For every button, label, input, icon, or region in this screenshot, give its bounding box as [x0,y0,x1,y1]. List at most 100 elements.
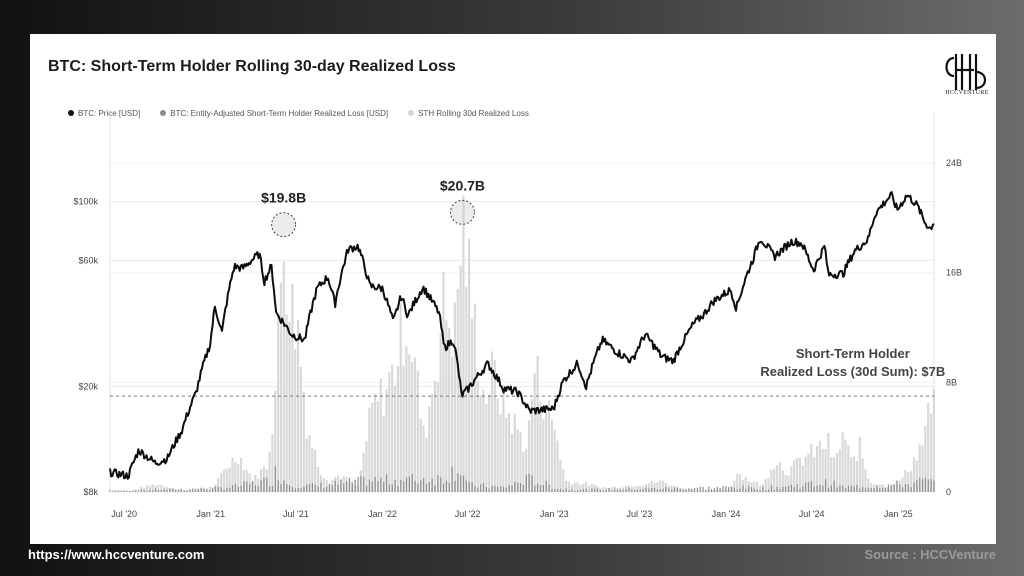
legend-item-price[interactable]: BTC: Price [USD] [68,109,140,118]
entity-loss-bar [129,491,131,492]
sth-loss-bar [530,398,533,492]
entity-loss-bar [269,486,271,492]
entity-loss-bar [226,487,228,492]
entity-loss-bar [405,477,408,492]
sth-loss-bar [602,487,605,492]
sth-loss-bar [841,432,844,492]
entity-loss-bar [602,490,604,492]
entity-loss-bar [214,486,217,492]
entity-loss-bar [346,481,348,492]
sth-loss-bar [436,382,439,492]
sth-loss-bar [382,416,385,492]
sth-loss-bar [564,480,568,492]
sth-loss-bar [302,391,305,492]
sth-loss-bar [396,366,399,492]
entity-loss-bar [343,483,345,492]
sth-loss-bar [593,484,596,492]
x-tick-label: Jul '23 [627,509,653,519]
entity-loss-bar [303,486,305,492]
y-left-tick-label: $60k [78,255,98,265]
entity-loss-bar [750,487,753,492]
sth-loss-bar [277,315,280,492]
entity-loss-bar [579,489,582,492]
entity-loss-bar [596,488,599,492]
entity-loss-bar [582,489,584,492]
sth-loss-bar [242,470,246,492]
entity-loss-bar [902,487,904,492]
sth-loss-bar [804,456,807,492]
entity-loss-bar [445,480,448,492]
entity-loss-bar [200,487,202,492]
price-line [109,191,935,480]
entity-loss-bar [135,490,137,492]
entity-loss-bar [482,483,485,492]
y-left-tick-label: $100k [73,197,98,207]
sth-loss-bar [656,482,659,492]
entity-loss-bar [140,489,142,492]
sth-loss-bar [231,457,234,492]
entity-loss-bar [893,484,895,492]
sth-loss-bar [915,460,918,492]
entity-loss-bar [776,486,778,492]
entity-loss-bar [246,481,248,492]
entity-loss-bar [833,480,835,492]
entity-loss-bar [756,489,758,492]
sth-loss-bar [493,359,496,492]
chart-legend: BTC: Price [USD] BTC: Entity-Adjusted Sh… [68,106,529,120]
entity-loss-bar [277,480,279,492]
entity-loss-bar [451,466,453,492]
sth-loss-bar [145,485,149,492]
entity-loss-bar [853,486,855,492]
sth-loss-bar [470,318,474,492]
entity-loss-bar [232,485,234,492]
entity-loss-bar [203,488,205,492]
entity-loss-bar [391,484,393,492]
legend-item-rolling-loss[interactable]: STH Rolling 30d Realized Loss [408,109,529,118]
sth-loss-bar [547,400,551,492]
entity-loss-bar [867,487,870,492]
entity-loss-bar [568,490,570,492]
sth-loss-bar [416,370,419,492]
entity-loss-bar [280,484,282,492]
entity-loss-bar [491,485,493,492]
sth-loss-bar [756,481,759,492]
axes: $8k $20k $60k $100k 0 8B 16B 24B Jul '20 Jan '21 J… [73,158,962,519]
y-left-tick-label: $20k [78,382,98,392]
entity-loss-bar [616,489,619,492]
entity-loss-bar [331,485,333,492]
sth-loss-bar [513,413,516,492]
entity-loss-bar [545,480,547,492]
btc-price-line [109,191,935,480]
footer-url-link[interactable]: https://www.hccventure.com [28,547,205,562]
sth-loss-bar [641,485,645,492]
sth-loss-bar [131,489,134,492]
sth-loss-bar [465,287,468,492]
sth-rolling-loss-area [108,195,935,492]
entity-loss-bar [442,483,445,492]
sth-loss-bar [850,457,853,492]
entity-loss-bar [263,477,265,492]
legend-item-entity-loss[interactable]: BTC: Entity-Adjusted Short-Term Holder R… [160,109,388,118]
entity-loss-bar [542,484,544,492]
entity-loss-bar [172,488,174,492]
sth-loss-bar [579,485,582,492]
footer-source: Source : HCCVenture [864,547,996,562]
y-right-tick-label: 24B [946,158,962,168]
entity-loss-bar [705,489,707,492]
entity-loss-bar [688,488,690,492]
sth-loss-bar [550,419,553,492]
sth-loss-bar [559,459,562,492]
entity-loss-bar [537,483,539,492]
entity-loss-bar [522,485,525,492]
entity-loss-bar [639,489,641,492]
entity-loss-bar [212,487,214,492]
entity-loss-bar [423,477,425,492]
entity-loss-bar [539,485,542,492]
sth-loss-bar [639,485,642,492]
entity-loss-bar [251,481,254,492]
entity-loss-bar [930,478,932,492]
entity-loss-bar [189,489,191,492]
entity-loss-bar [143,490,145,492]
sth-loss-bar [570,484,573,492]
entity-loss-bar [594,488,596,492]
